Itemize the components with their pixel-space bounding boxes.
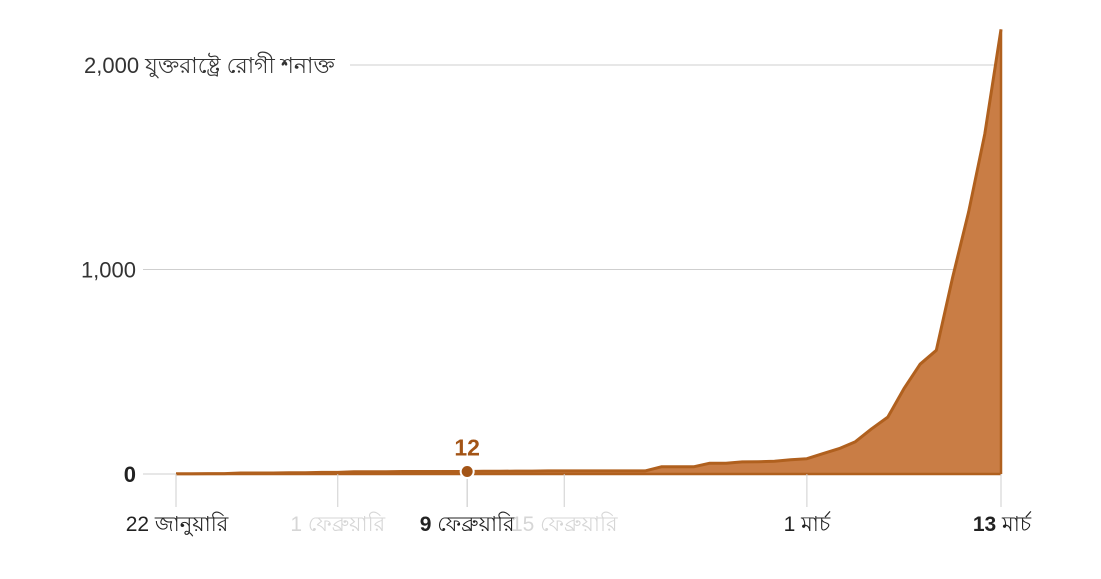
x-tick-label: 1 মার্চ	[784, 511, 831, 536]
x-tick-label: 9 ফেব্রুয়ারি	[420, 512, 515, 536]
y-tick-label-1000: 1,000	[81, 258, 136, 283]
cases-area	[176, 29, 1001, 474]
y-tick-label-2000: 2,000 যুক্তরাষ্ট্রে রোগী শনাক্ত	[84, 52, 335, 79]
x-tick-label: 22 জানুয়ারি	[126, 512, 229, 536]
cases-line	[176, 29, 1001, 473]
y-axis-labels: 0 1,000 2,000 যুক্তরাষ্ট্রে রোগী শনাক্ত	[80, 49, 350, 487]
area-layer	[176, 29, 1001, 474]
grid-layer	[143, 65, 1001, 474]
x-tick-label: 1 ফেব্রুয়ারি	[290, 512, 385, 536]
x-tick-label: 15 ফেব্রুয়ারি	[511, 512, 618, 536]
x-axis-ticks: 22 জানুয়ারি 1 ফেব্রুয়ারি 9 ফেব্রুয়ারি15…	[126, 474, 1032, 536]
annotation-value: 12	[454, 435, 480, 461]
annotation-point	[461, 465, 474, 478]
y-tick-label-0: 0	[124, 462, 136, 487]
x-tick-label: 13 মার্চ	[973, 511, 1032, 536]
